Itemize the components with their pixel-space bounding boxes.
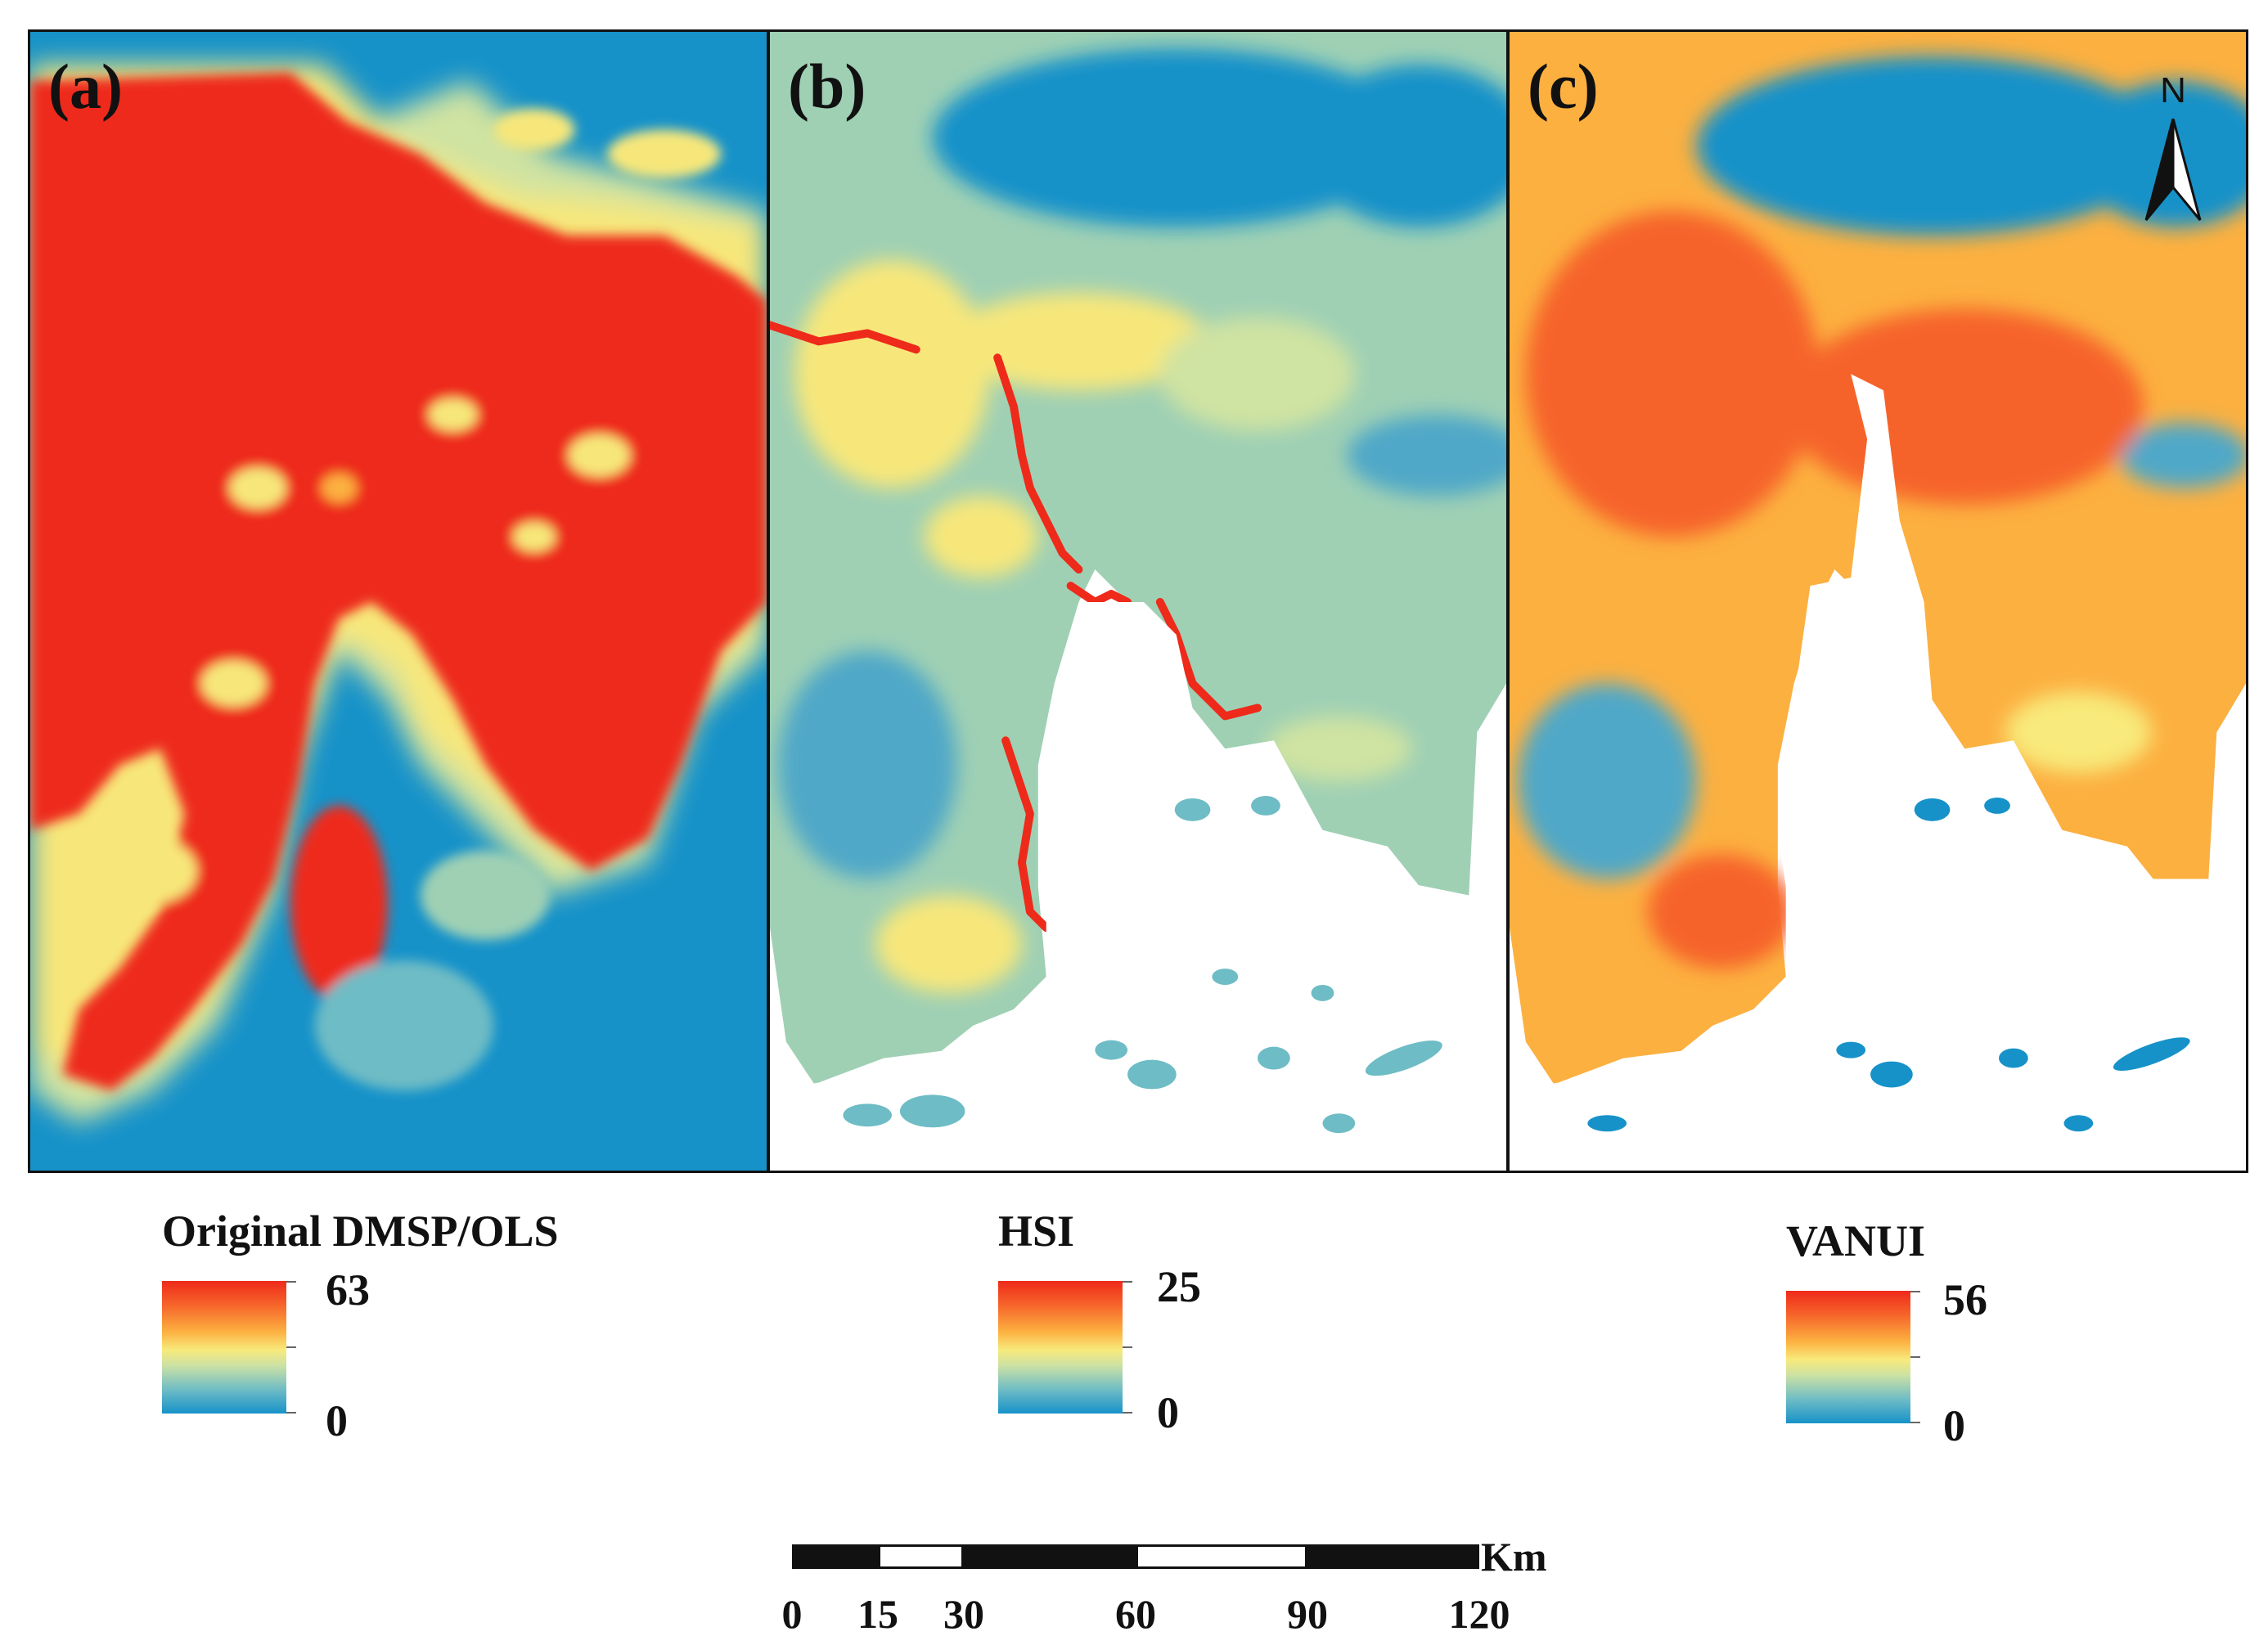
scale-bar-segment — [964, 1544, 1136, 1569]
scale-bar-tick-label: 60 — [1115, 1591, 1156, 1637]
scale-bar-unit: Km — [1481, 1534, 1547, 1580]
panel-label-b: (b) — [788, 51, 866, 122]
scale-bar-tick-label: 15 — [857, 1591, 898, 1637]
legend-max-a: 63 — [326, 1265, 370, 1315]
scale-bar-segment — [878, 1544, 964, 1569]
legend-title-a: Original DMSP/OLS — [162, 1207, 559, 1256]
legend-min-a: 0 — [326, 1396, 348, 1445]
map-panel-b: (b) — [767, 29, 1509, 1173]
scale-bar-tick-label: 30 — [943, 1591, 984, 1637]
scale-bar-tick-label: 0 — [781, 1591, 803, 1637]
legend-title-c: VANUI — [1786, 1216, 1926, 1265]
legend-min-c: 0 — [1943, 1401, 1965, 1450]
scale-bar-segment — [1136, 1544, 1307, 1569]
scale-bar: Km 0 15 30 60 90 120 — [782, 1536, 1561, 1637]
legend-min-b: 0 — [1157, 1388, 1179, 1437]
legend-title-b: HSI — [998, 1207, 1075, 1256]
legend-max-b: 25 — [1157, 1262, 1201, 1311]
color-ramp-b — [998, 1281, 1123, 1414]
scale-bar-segment — [792, 1544, 878, 1569]
map-a-raster — [30, 32, 767, 1171]
scale-bar-tick-label: 90 — [1287, 1591, 1328, 1637]
legend-max-c: 56 — [1943, 1275, 1987, 1324]
north-letter: N — [2160, 70, 2186, 110]
scale-bar-tick-label: 120 — [1448, 1591, 1510, 1637]
north-arrow-icon — [2144, 119, 2202, 221]
map-c-raster — [1510, 32, 2246, 1171]
north-arrow: N — [2136, 73, 2210, 236]
panel-label-a: (a) — [48, 51, 123, 122]
map-b-raster — [770, 32, 1506, 1171]
color-ramp-c — [1786, 1291, 1910, 1423]
panel-label-c: (c) — [1528, 51, 1599, 122]
map-panel-a: (a) — [28, 29, 769, 1173]
map-panel-c: (c) N — [1507, 29, 2248, 1173]
color-ramp-a — [162, 1281, 286, 1414]
scale-bar-segment — [1307, 1544, 1479, 1569]
